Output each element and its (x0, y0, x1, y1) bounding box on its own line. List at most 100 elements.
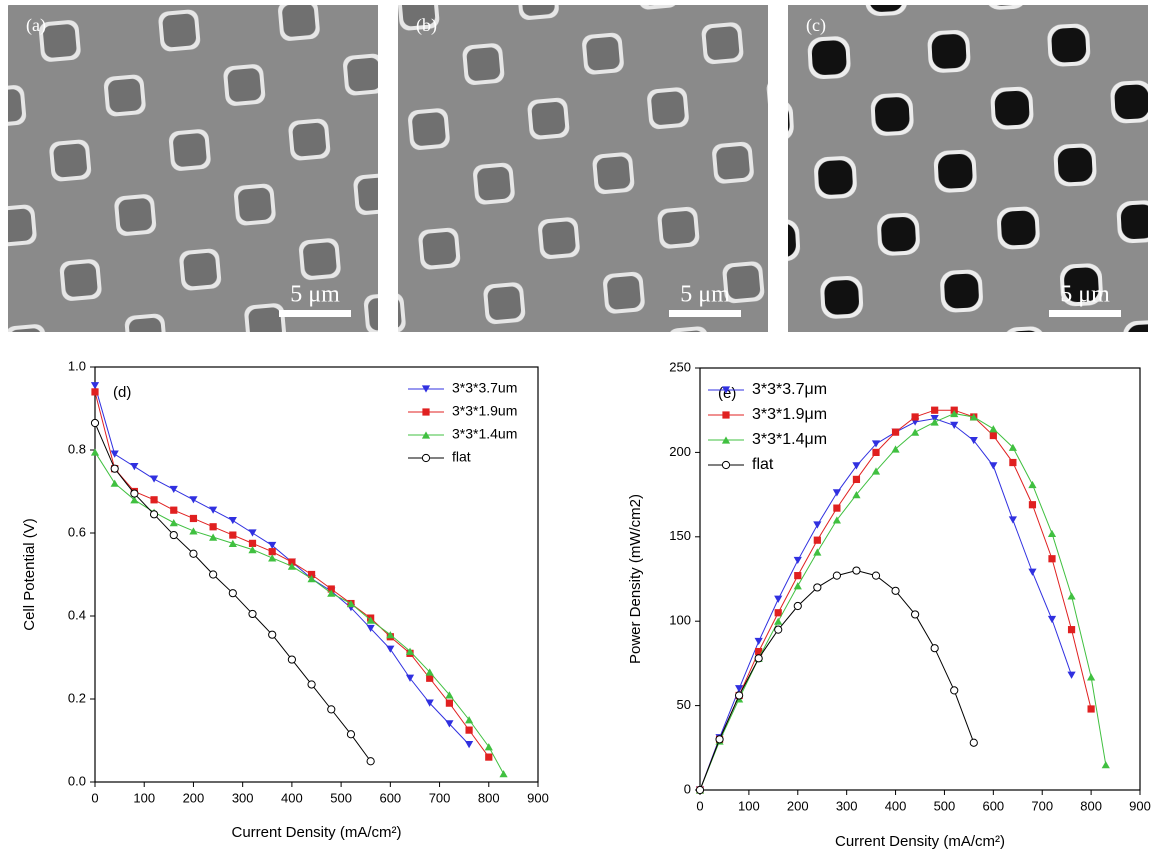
marker (931, 406, 939, 414)
panel-label: (b) (416, 15, 437, 36)
scale-label: 5 μm (680, 282, 730, 308)
marker (209, 533, 218, 541)
marker (969, 413, 978, 421)
marker (755, 647, 763, 656)
marker (930, 644, 939, 653)
x-tick-label: 500 (934, 798, 956, 813)
marker (969, 738, 978, 747)
marker (813, 536, 821, 544)
marker (695, 785, 705, 795)
marker (871, 440, 881, 448)
marker (735, 691, 744, 700)
marker (813, 521, 822, 529)
marker (989, 462, 998, 470)
x-axis-label: Current Density (mA/cm²) (835, 833, 1005, 850)
marker (950, 686, 959, 695)
series-line (699, 570, 975, 791)
marker (721, 386, 731, 394)
marker (189, 496, 198, 504)
y-tick-label: 1.0 (68, 358, 86, 373)
marker (169, 485, 178, 494)
panel-label: (d) (113, 384, 131, 401)
y-tick-label: 0 (684, 781, 691, 796)
marker (969, 436, 978, 445)
marker (852, 462, 861, 470)
marker (1101, 761, 1110, 769)
x-tick-label: 100 (738, 798, 760, 813)
marker (90, 382, 100, 390)
marker (209, 570, 218, 579)
x-tick-label: 700 (1031, 798, 1053, 813)
marker (989, 431, 997, 440)
marker (268, 554, 277, 562)
marker (90, 448, 100, 456)
marker (1008, 516, 1017, 524)
marker (91, 388, 99, 396)
marker (228, 539, 237, 547)
marker (950, 421, 959, 429)
marker (950, 409, 959, 418)
marker (774, 595, 783, 603)
marker (793, 556, 802, 565)
sem-image (788, 5, 1148, 332)
marker (911, 428, 920, 436)
panel-label: (c) (806, 15, 826, 36)
marker (484, 743, 493, 751)
scale-bar (669, 310, 741, 317)
marker (327, 705, 336, 714)
marker (248, 609, 257, 619)
marker (209, 506, 218, 514)
marker (445, 720, 454, 728)
marker (774, 617, 783, 625)
marker (793, 601, 802, 611)
marker (1028, 480, 1037, 489)
marker (366, 616, 375, 624)
marker (130, 463, 139, 471)
marker (366, 757, 375, 766)
marker (209, 523, 217, 531)
legend-label: 3*3*1.4um (452, 426, 517, 442)
y-tick-label: 150 (669, 528, 691, 543)
marker (852, 566, 861, 575)
marker (405, 647, 415, 655)
y-tick-label: 200 (669, 444, 691, 459)
x-axis-label: Current Density (mA/cm²) (231, 824, 401, 841)
marker (149, 475, 159, 483)
marker (1087, 673, 1096, 681)
marker (1009, 458, 1017, 467)
marker (307, 680, 316, 689)
y-tick-label: 0.0 (68, 773, 86, 788)
marker (421, 385, 431, 393)
marker (1047, 615, 1057, 624)
marker (287, 655, 296, 664)
marker (90, 418, 100, 428)
x-tick-label: 600 (379, 790, 401, 805)
marker (891, 445, 900, 453)
marker (721, 436, 731, 444)
marker (754, 637, 763, 646)
marker (871, 571, 881, 580)
scale-label: 5 μm (290, 282, 340, 308)
x-tick-label: 200 (787, 798, 809, 813)
marker (366, 624, 375, 633)
marker (386, 631, 395, 639)
marker (1028, 501, 1037, 509)
marker (346, 730, 356, 739)
scale-label: 5 μm (1060, 282, 1110, 308)
marker (421, 431, 431, 439)
scale-bar (1049, 310, 1121, 317)
marker (421, 453, 431, 463)
y-tick-label: 0.8 (68, 441, 86, 456)
series-line (699, 413, 1107, 791)
x-tick-label: 800 (478, 790, 500, 805)
legend-label: 3*3*3.7um (452, 380, 517, 396)
marker (445, 691, 454, 699)
marker (774, 625, 783, 634)
marker (464, 716, 474, 724)
marker (189, 549, 198, 558)
x-tick-label: 300 (836, 798, 858, 813)
marker (930, 418, 939, 426)
marker (832, 516, 841, 524)
x-tick-label: 200 (183, 790, 205, 805)
marker (485, 753, 493, 761)
